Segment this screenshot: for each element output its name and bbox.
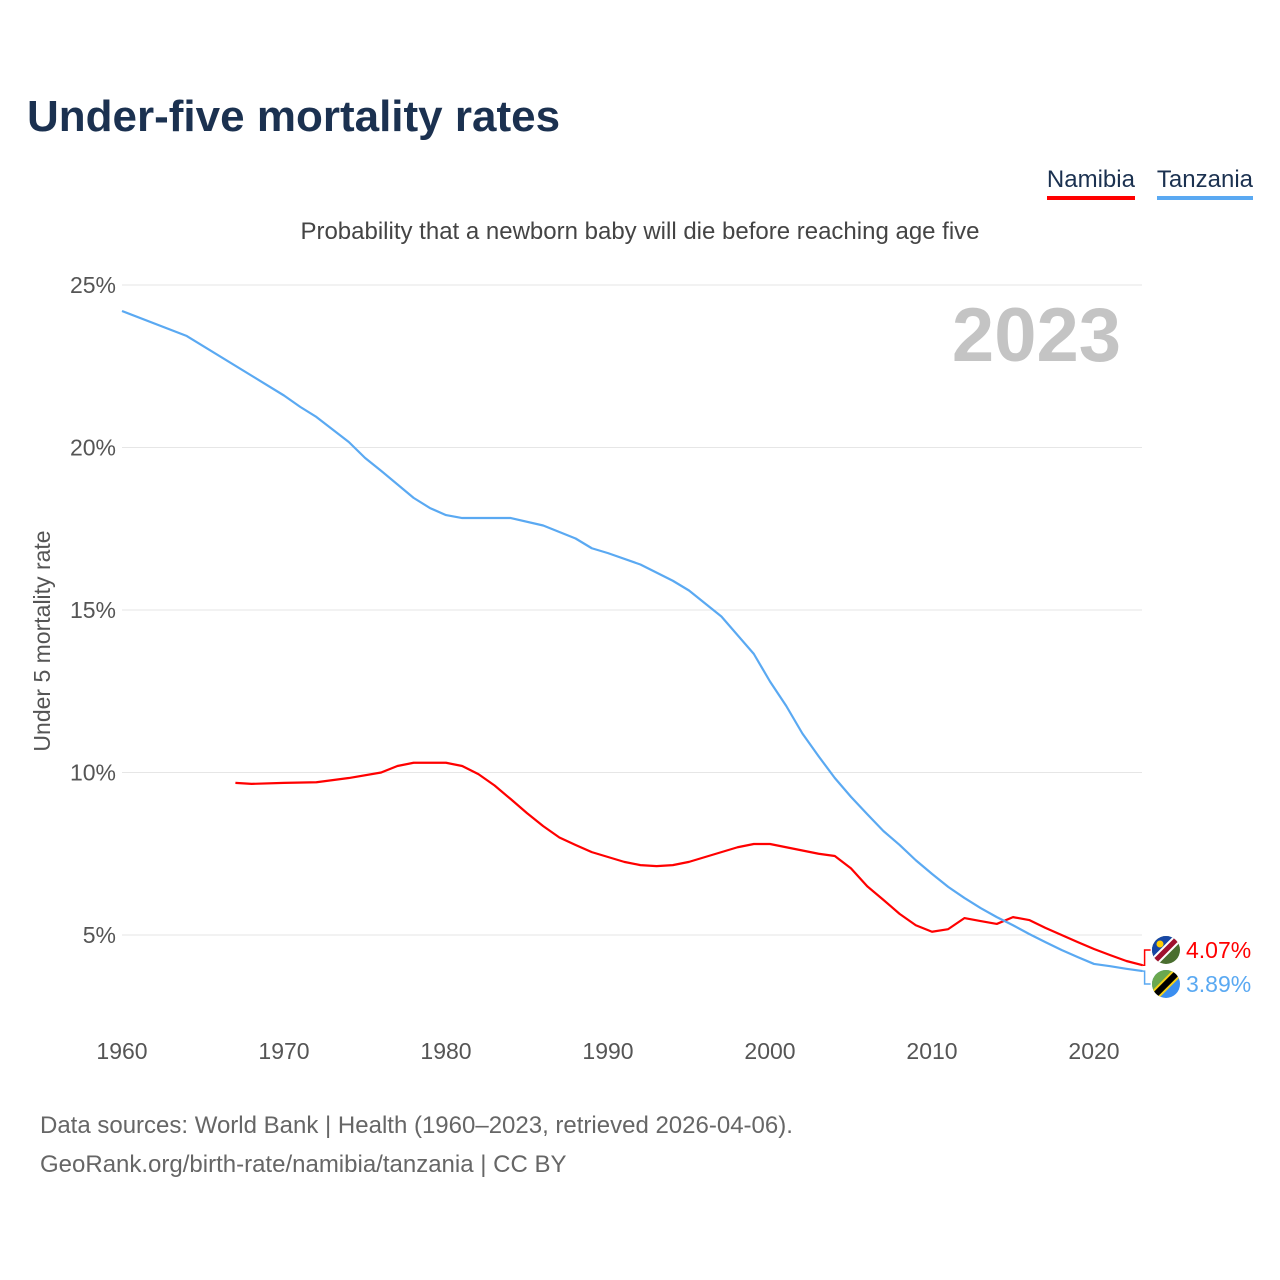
x-tick-label: 1960 xyxy=(96,1038,147,1064)
x-tick-label: 2000 xyxy=(744,1038,795,1064)
flag-black-band xyxy=(1152,970,1180,998)
y-tick-label: 15% xyxy=(70,597,116,623)
x-tick-label: 2010 xyxy=(906,1038,957,1064)
chart-subtitle: Probability that a newborn baby will die… xyxy=(300,218,980,245)
x-tick-label: 1990 xyxy=(582,1038,633,1064)
tanzania-flag-icon xyxy=(1152,970,1180,998)
source-note: Data sources: World Bank | Health (1960–… xyxy=(40,1106,793,1184)
y-tick-label: 20% xyxy=(70,435,116,461)
end-value-label: 4.07% xyxy=(1186,937,1251,963)
flag-red-band xyxy=(1152,936,1180,964)
end-connector xyxy=(1142,970,1151,985)
end-value-label: 3.89% xyxy=(1186,971,1251,997)
source-line-1: Data sources: World Bank | Health (1960–… xyxy=(40,1112,793,1139)
legend: Namibia Tanzania xyxy=(1046,166,1253,200)
namibia-flag-icon xyxy=(1152,936,1180,964)
year-watermark: 2023 xyxy=(952,293,1121,378)
y-axis-label: Under 5 mortality rate xyxy=(29,530,55,751)
legend-namibia[interactable]: Namibia xyxy=(1046,166,1135,200)
y-tick-label: 10% xyxy=(70,760,116,786)
x-tick-label: 1980 xyxy=(420,1038,471,1064)
flag-sun xyxy=(1156,940,1164,948)
y-tick-label: 25% xyxy=(70,272,116,298)
y-tick-label: 5% xyxy=(83,922,116,948)
flag-body xyxy=(1152,970,1180,998)
end-connector xyxy=(1142,949,1151,966)
x-tick-label: 2020 xyxy=(1068,1038,1119,1064)
legend-tanzania[interactable]: Tanzania xyxy=(1156,166,1253,200)
source-line-2: GeoRank.org/birth-rate/namibia/tanzania … xyxy=(40,1151,567,1178)
series-line-tanzania xyxy=(121,309,1143,973)
chart-title: Under-five mortality rates xyxy=(27,92,561,141)
x-tick-label: 1970 xyxy=(258,1038,309,1064)
flag-body xyxy=(1152,936,1180,964)
